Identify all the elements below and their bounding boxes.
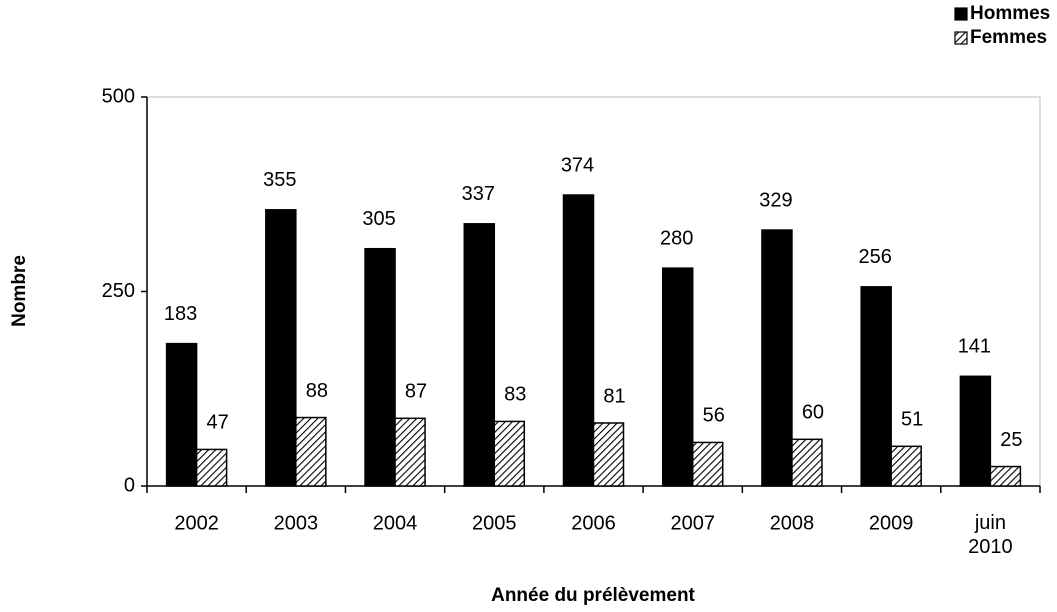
legend-label: Femmes [970, 27, 1047, 48]
legend-swatch [954, 7, 968, 21]
bar [562, 194, 595, 487]
bar [592, 422, 625, 487]
value-label: 280 [660, 227, 693, 249]
value-label: 60 [802, 402, 824, 424]
value-label: 83 [504, 384, 526, 406]
value-label: 56 [703, 405, 725, 427]
value-label: 305 [362, 208, 395, 230]
bar [959, 375, 992, 487]
x-tick-label: 2006 [571, 512, 616, 534]
bar [195, 448, 228, 487]
x-tick-label: 2009 [869, 512, 914, 534]
value-label: 25 [1000, 429, 1022, 451]
value-label: 337 [462, 183, 495, 205]
value-label: 87 [405, 381, 427, 403]
y-tick-label: 500 [102, 85, 135, 107]
bar [265, 209, 297, 487]
bar [661, 267, 694, 487]
x-tick-label: 2008 [770, 512, 815, 534]
bar [890, 445, 922, 487]
x-tick-label: 2002 [174, 512, 219, 534]
bar [165, 342, 198, 487]
x-tick-label: 2003 [274, 512, 319, 534]
bar [394, 417, 426, 487]
value-label: 81 [603, 385, 625, 407]
bar [791, 438, 823, 487]
bar [860, 286, 892, 487]
value-label: 47 [206, 412, 228, 434]
bar [493, 420, 526, 487]
x-tick-label: juin 2010 [968, 512, 1013, 558]
value-label: 374 [561, 154, 594, 176]
value-label: 256 [858, 246, 891, 268]
legend-label: Hommes [970, 3, 1050, 24]
legend-swatch [954, 31, 968, 45]
y-tick-label: 0 [124, 474, 135, 496]
bar [295, 416, 327, 487]
bar [691, 441, 724, 487]
x-tick-label: 2004 [373, 512, 418, 534]
value-label: 183 [164, 303, 197, 325]
y-axis-label: Nombre [9, 255, 30, 327]
bar [989, 465, 1022, 487]
value-label: 329 [759, 189, 792, 211]
y-tick-label: 250 [102, 280, 135, 302]
value-label: 355 [263, 169, 296, 191]
x-tick-label: 2005 [472, 512, 517, 534]
x-axis-label: Année du prélèvement [491, 585, 695, 606]
value-label: 51 [901, 409, 923, 431]
value-label: 141 [958, 336, 991, 358]
x-tick-label: 2007 [670, 512, 715, 534]
bar [761, 229, 793, 487]
bar [463, 223, 496, 487]
value-label: 88 [306, 380, 328, 402]
bar [364, 247, 396, 487]
